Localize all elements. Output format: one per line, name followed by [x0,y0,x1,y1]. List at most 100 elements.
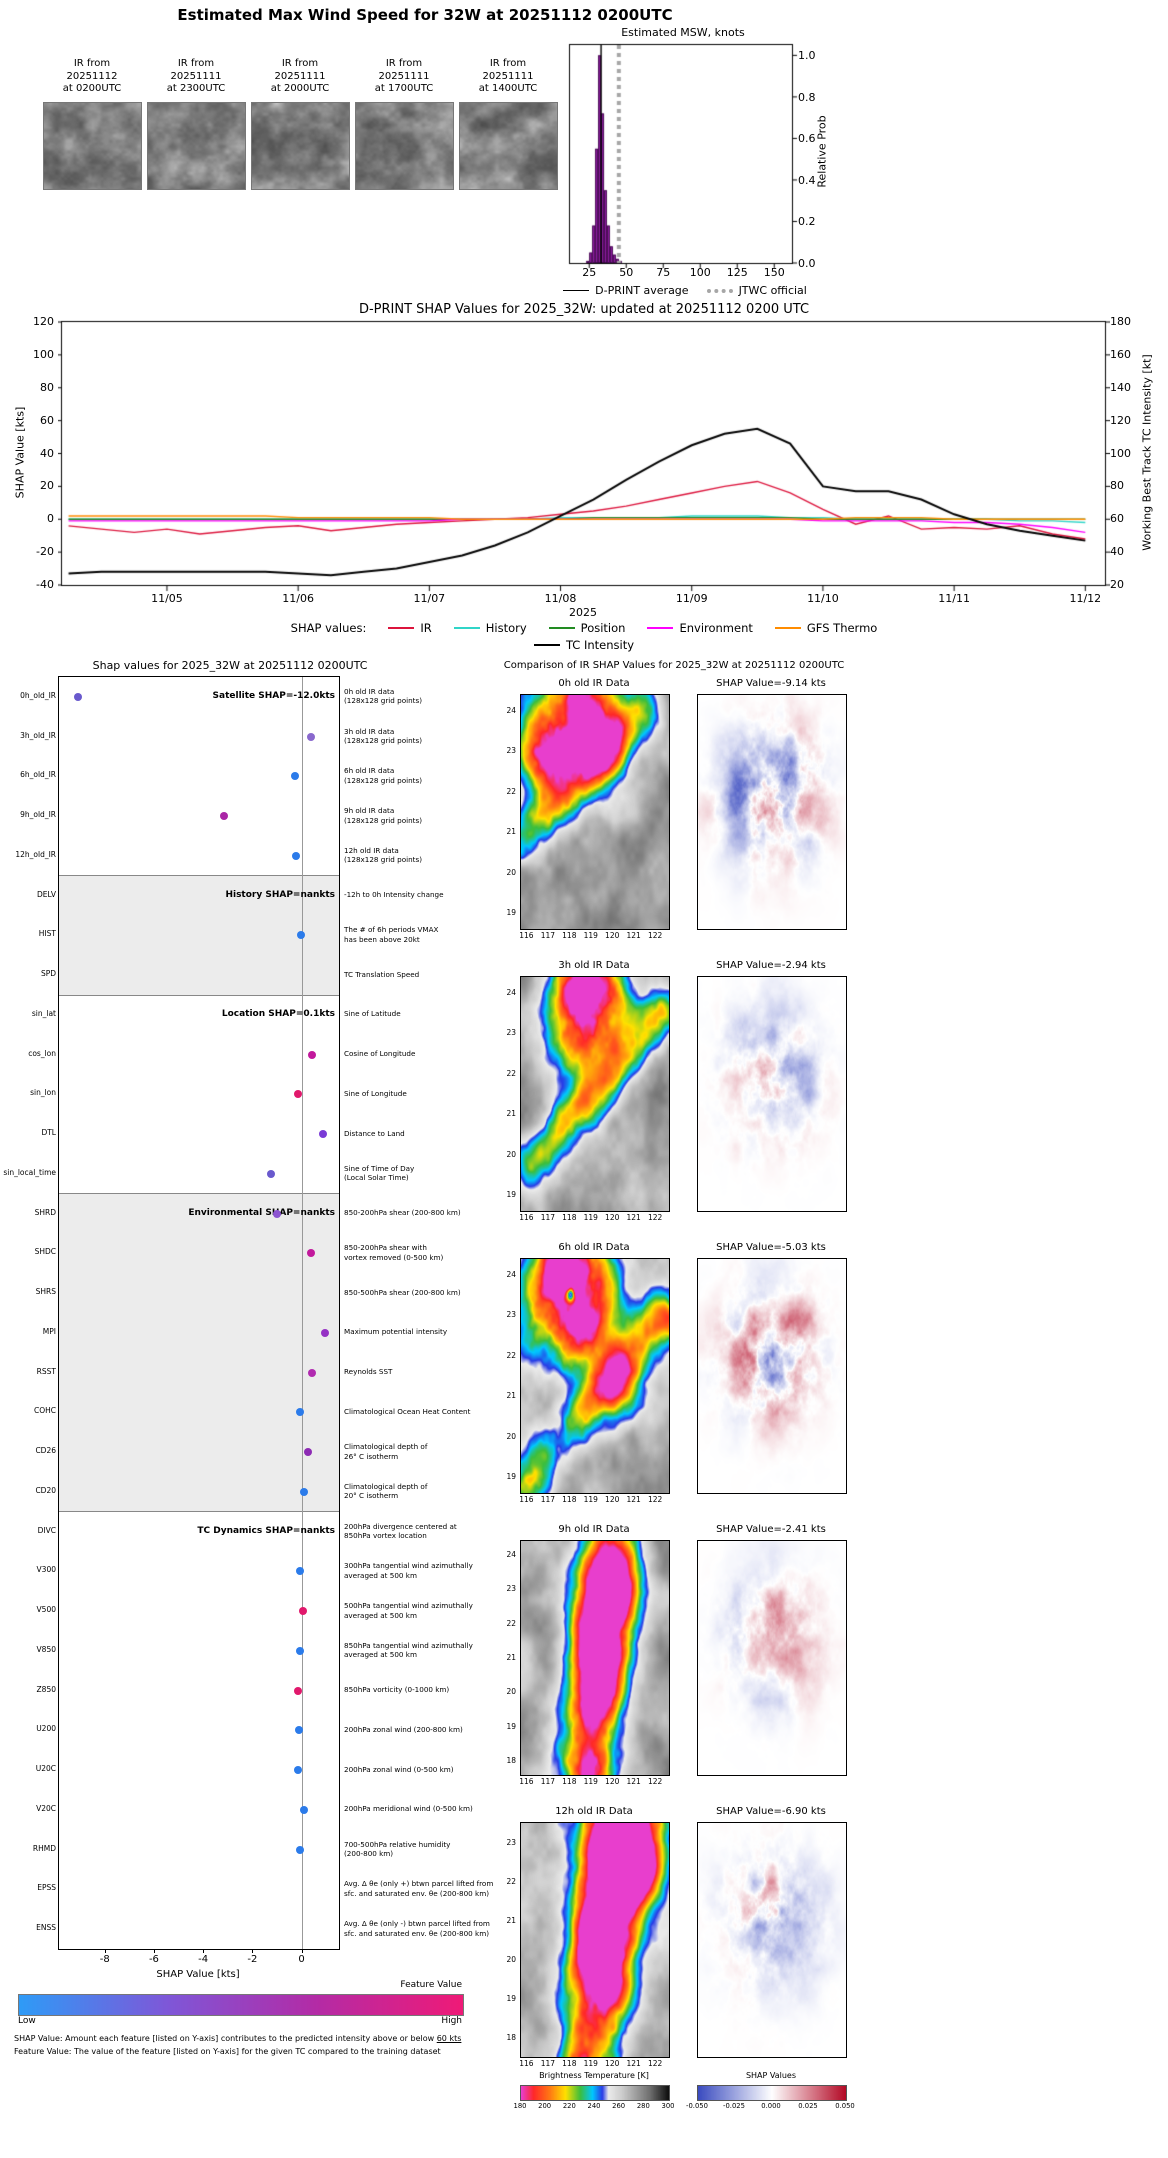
timeseries-y-tick-right: 60 [1110,512,1124,526]
feature-desc-line: Avg. Δ θe (only +) btwn parcel lifted fr… [344,1879,494,1889]
ir-thumbnail: IR from 20251111 at 2300UTC [146,58,246,190]
map-y-tick: 23 [506,1310,516,1320]
map-x-tick: 120 [605,1777,620,1786]
shap-map-title: SHAP Value=-2.41 kts [716,1524,826,1535]
map-x-tick: 119 [583,2059,598,2068]
group-header: TC Dynamics SHAP=nankts [197,1525,335,1536]
shap-dot [307,732,316,741]
feature-label: EPSS [37,1883,56,1893]
feature-desc: Sine of Latitude [344,1009,401,1019]
feature-desc-line: 850hPa tangential wind azimuthally [344,1640,473,1650]
shap-dot [308,1050,317,1059]
shap-dot [308,1368,317,1377]
ir-map-title: 6h old IR Data [558,1242,630,1253]
map-y-tick: 21 [506,1915,516,1925]
ir-map-image [520,1540,670,1776]
feature-desc: 0h old IR data (128x128 grid points) [344,687,422,706]
histogram-x-tick: 100 [689,266,711,279]
feature-label: HIST [38,929,56,939]
group-header: Location SHAP=0.1kts [221,1008,335,1019]
map-x-tick: 121 [626,2059,641,2068]
map-y-tick: 24 [506,706,516,716]
dprint-line-sample [563,290,590,291]
timeseries-y-tick-left: 0 [47,512,54,526]
histogram-x-tick: 150 [763,266,785,279]
feature-desc: 6h old IR data (128x128 grid points) [344,766,422,785]
feature-desc-line: 850hPa vorticity (0-1000 km) [344,1685,450,1695]
map-y-tick: 19 [506,1721,516,1731]
timeseries-legend-item: Environment [647,621,753,635]
shap-colorbar-tick: -0.025 [723,2102,745,2110]
ir-map-image [520,1822,670,2058]
ir-thumbnail-image [354,101,454,190]
feature-desc-line: 200hPa zonal wind (0-500 km) [344,1764,454,1774]
feature-label: V850 [36,1644,56,1654]
feature-label: V20C [36,1803,56,1813]
feature-desc: Avg. Δ θe (only -) btwn parcel lifted fr… [344,1919,490,1938]
shap-dot [307,1249,316,1258]
feature-desc-line: averaged at 500 km [344,1650,417,1660]
feature-desc-line: 26° C isotherm [344,1451,399,1461]
ir-thumbnail-label-line: 20251112 [66,70,118,82]
timeseries-legend: SHAP values: IR History Position Environment… [0,621,1168,652]
feature-label: SHRS [35,1287,56,1297]
timeseries-ylabel-left: SHAP Value [kts] [13,406,27,499]
histogram-legend-label: JTWC official [738,284,807,297]
map-x-tick: 120 [605,931,620,940]
histogram-y-tick: 0.2 [798,215,816,229]
feature-value-high-label: High [441,2016,462,2026]
map-x-tick: 116 [519,1777,534,1786]
feature-desc-line: Sine of Longitude [344,1088,407,1098]
legend-line-sample [647,627,674,629]
map-x-tick: 120 [605,1495,620,1504]
timeseries-y-tick-left: 120 [33,315,54,328]
footnote-shap-value-text: SHAP Value: Amount each feature [listed … [14,2034,437,2043]
feature-desc-line: Maximum potential intensity [344,1327,448,1337]
dotplot-x-tickmark [203,1949,205,1953]
timeseries-legend-prefix: SHAP values: [290,621,367,635]
map-x-tick: 118 [562,2059,577,2068]
dotplot-x-tick: -2 [247,1954,258,1965]
shap-values-colorbar [697,2085,847,2101]
ir-map-title: 0h old IR Data [558,678,630,689]
timeseries-x-tick: 11/05 [151,592,183,605]
legend-line-sample [548,627,575,629]
feature-label: U200 [36,1724,56,1734]
dotplot-x-tick: 0 [298,1954,305,1965]
map-y-tick: 19 [506,907,516,917]
map-y-tick: 21 [506,827,516,837]
page-title: Estimated Max Wind Speed for 32W at 2025… [177,6,673,24]
ir-map-title: 9h old IR Data [558,1524,630,1535]
footnote-shap-value-underline: 60 kts [436,2034,462,2043]
ir-map-image [520,694,670,930]
bt-colorbar-tick: 300 [661,2102,675,2110]
feature-desc-line: 850-500hPa shear (200-800 km) [344,1287,461,1297]
feature-label: cos_lon [28,1048,56,1058]
feature-label: CD26 [35,1446,56,1456]
legend-line-sample [774,627,801,629]
feature-label: 12h_old_IR [15,849,56,859]
timeseries-ylabel-right: Working Best Track TC Intensity [kt] [1140,354,1154,551]
bt-colorbar [520,2085,670,2101]
map-x-tick: 121 [626,931,641,940]
feature-desc-line: has been above 20kt [344,934,420,944]
feature-desc: 200hPa divergence centered at 850hPa vort… [344,1522,457,1541]
bt-colorbar-tick: 180 [513,2102,527,2110]
timeseries-legend-label: History [485,621,527,635]
shap-map-title: SHAP Value=-5.03 kts [716,1242,826,1253]
feature-desc-line: Distance to Land [344,1128,405,1138]
legend-line-sample [388,627,415,629]
shap-colorbar-tick: 0.025 [798,2102,818,2110]
shap-dot [299,1487,308,1496]
shap-dot [219,812,228,821]
ir-thumbnail-label-line: 20251111 [274,70,326,82]
map-y-tick: 20 [506,867,516,877]
feature-label: 3h_old_IR [20,730,56,740]
histogram-y-tick: 0.0 [798,257,816,270]
histogram-title: Estimated MSW, knots [621,26,745,39]
feature-desc: Climatological depth of 20° C isotherm [344,1482,427,1501]
feature-desc: TC Translation Speed [344,970,419,980]
feature-desc-line: Climatological Ocean Heat Content [344,1406,471,1416]
group-header: Satellite SHAP=-12.0kts [212,690,335,701]
